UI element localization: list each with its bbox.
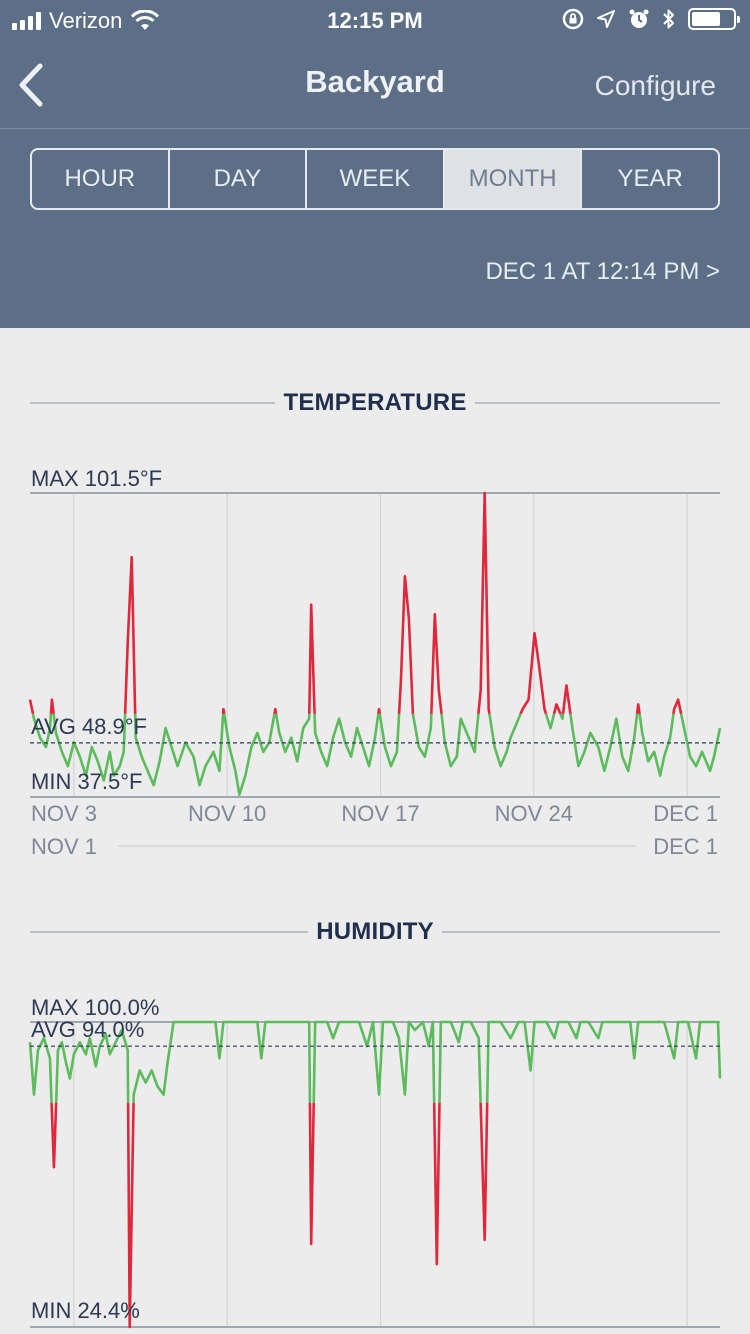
max-label: MAX 100.0% — [31, 995, 159, 1020]
signal-icon — [12, 12, 41, 30]
tab-month[interactable]: MONTH — [444, 150, 583, 208]
series-line-in-range — [28, 1020, 722, 1103]
range-start-label: NOV 1 — [31, 834, 97, 859]
temperature-chart[interactable]: MAX 101.5°F AVG 48.9°F MIN 37.5°F NOV 3 N… — [0, 460, 750, 860]
bluetooth-icon — [663, 9, 674, 29]
series-line-out-of-range — [28, 491, 683, 714]
battery-icon — [688, 8, 740, 30]
nav-bar: Backyard Configure — [0, 44, 750, 128]
alarm-icon — [629, 9, 649, 28]
series-line-in-range — [31, 713, 722, 796]
series-line-out-of-range — [50, 1102, 489, 1329]
date-link[interactable]: DEC 1 AT 12:14 PM > — [485, 258, 720, 285]
back-chevron-icon[interactable] — [14, 60, 48, 110]
title-rule-right — [474, 402, 720, 404]
avg-label: AVG 48.9°F — [31, 714, 147, 739]
tab-hour[interactable]: HOUR — [32, 150, 170, 208]
time-range-selector: HOUR DAY WEEK MONTH YEAR — [30, 148, 720, 210]
page-title: Backyard — [305, 64, 445, 99]
tab-year[interactable]: YEAR — [617, 165, 683, 192]
humidity-chart[interactable]: MAX 100.0% AVG 94.0% MIN 24.4% — [0, 990, 750, 1334]
x-tick-label: NOV 3 — [31, 801, 97, 826]
min-label: MIN 24.4% — [31, 1298, 140, 1323]
humidity-section-title: HUMIDITY — [30, 917, 720, 947]
avg-label: AVG 94.0% — [31, 1017, 144, 1042]
tab-week[interactable]: WEEK — [307, 150, 445, 208]
status-bar: Verizon 12:15 PM — [0, 0, 750, 40]
tab-day[interactable]: DAY — [170, 150, 308, 208]
range-end-label: DEC 1 — [653, 834, 718, 859]
lock-rotation-icon — [562, 8, 584, 30]
temperature-title: TEMPERATURE — [283, 389, 467, 416]
nav-divider — [0, 128, 750, 129]
x-tick-label: DEC 1 — [653, 801, 718, 826]
x-tick-label: NOV 10 — [188, 801, 266, 826]
status-left: Verizon — [12, 8, 160, 34]
configure-button[interactable]: Configure — [594, 70, 716, 101]
status-time: 12:15 PM — [327, 8, 423, 33]
location-icon — [597, 10, 615, 28]
min-label: MIN 37.5°F — [31, 769, 143, 794]
carrier-label: Verizon — [49, 8, 123, 33]
status-right — [562, 8, 740, 30]
title-rule-left — [30, 931, 309, 933]
title-rule-left — [30, 402, 276, 404]
header: Verizon 12:15 PM — [0, 0, 750, 328]
wifi-icon — [131, 10, 160, 30]
temperature-section-title: TEMPERATURE — [30, 388, 720, 418]
max-label: MAX 101.5°F — [31, 466, 162, 491]
title-rule-right — [441, 931, 720, 933]
humidity-title: HUMIDITY — [316, 918, 434, 945]
x-tick-label: NOV 17 — [341, 801, 419, 826]
x-tick-label: NOV 24 — [495, 801, 573, 826]
